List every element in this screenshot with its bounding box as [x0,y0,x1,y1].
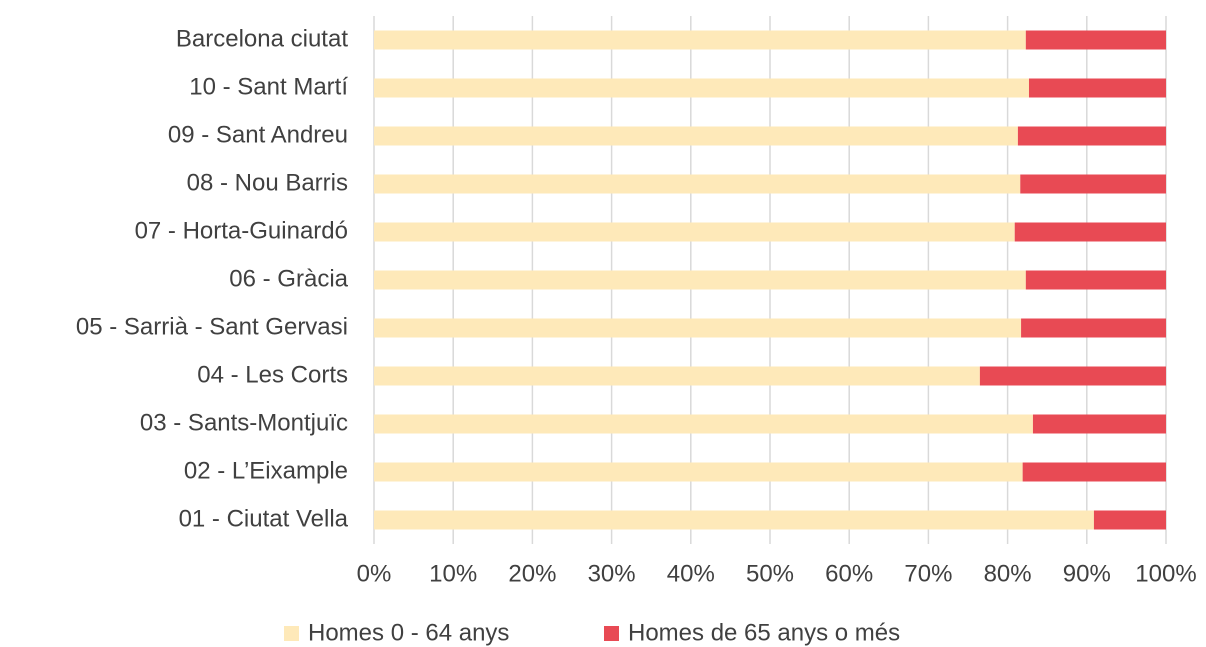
x-tick-label: 60% [825,560,873,587]
bar [1022,462,1166,482]
y-tick-label: 03 - Sants-Montjuïc [140,409,348,436]
y-tick-label: 07 - Horta-Guinardó [135,217,348,244]
bar [1032,414,1166,434]
x-tick-label: 80% [984,560,1032,587]
x-tick-label: 30% [588,560,636,587]
bar [374,366,980,386]
y-tick-label: 02 - L’Eixample [184,457,348,484]
x-tick-label: 50% [746,560,794,587]
bar [1028,78,1166,98]
x-tick-label: 70% [904,560,952,587]
legend-swatch [604,626,619,641]
y-tick-label: 01 - Ciutat Vella [179,505,349,532]
x-tick-label: 10% [429,560,477,587]
bar [374,126,1018,146]
y-tick-label: 06 - Gràcia [229,265,348,292]
bar [374,78,1029,98]
bar [374,510,1094,530]
x-tick-label: 90% [1063,560,1111,587]
x-tick-label: 20% [508,560,556,587]
y-tick-label: 10 - Sant Martí [189,73,348,100]
bar [374,174,1021,194]
bar [1021,318,1166,338]
bar [374,270,1026,290]
bar [374,414,1033,434]
bar [1017,126,1166,146]
bar [1025,270,1166,290]
x-tick-label: 100% [1135,560,1196,587]
y-tick-label: 04 - Les Corts [197,361,348,388]
x-tick-label: 40% [667,560,715,587]
bar [979,366,1166,386]
bar [1014,222,1166,242]
y-tick-label: Barcelona ciutat [176,25,348,52]
bar [374,462,1023,482]
legend-label: Homes de 65 anys o més [628,619,900,646]
legend-swatch [284,626,299,641]
y-tick-label: 09 - Sant Andreu [168,121,348,148]
bar [1025,30,1166,50]
bar [374,30,1026,50]
y-tick-label: 08 - Nou Barris [187,169,348,196]
bar [1093,510,1166,530]
bar [374,222,1015,242]
x-tick-label: 0% [357,560,392,587]
bar [374,318,1022,338]
legend-label: Homes 0 - 64 anys [308,619,509,646]
bar [1020,174,1166,194]
y-tick-label: 05 - Sarrià - Sant Gervasi [76,313,348,340]
